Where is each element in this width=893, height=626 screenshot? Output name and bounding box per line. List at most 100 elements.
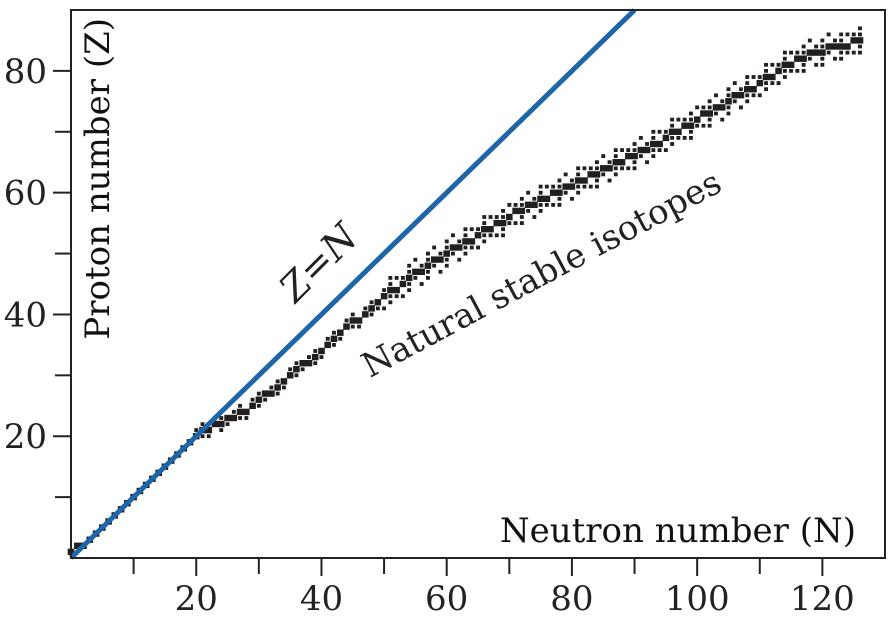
isotope-marker (745, 81, 750, 85)
isotope-marker (438, 269, 443, 274)
stable-isotope-markers (67, 26, 864, 556)
isotope-marker (444, 245, 449, 250)
isotope-marker (407, 288, 412, 292)
isotope-marker (764, 62, 768, 67)
isotope-marker (513, 221, 518, 225)
isotope-marker (657, 129, 662, 134)
isotope-marker (837, 43, 845, 50)
isotope-marker (858, 32, 862, 37)
isotope-marker (782, 69, 787, 73)
isotope-marker (651, 154, 656, 158)
isotope-marker (820, 62, 825, 67)
isotope-marker (613, 166, 618, 171)
isotope-marker (405, 274, 413, 282)
isotope-marker (820, 56, 825, 61)
x-axis-title: Neutron number (N) (500, 511, 856, 551)
x-tick-label: 20 (175, 579, 218, 619)
isotope-marker (463, 251, 468, 256)
isotope-marker (776, 62, 781, 67)
isotope-marker (549, 189, 557, 196)
isotope-marker (576, 172, 581, 177)
isotope-marker (332, 330, 336, 335)
z-equals-n-label: Z=N (270, 213, 368, 311)
isotope-marker (532, 196, 537, 201)
isotope-marker (563, 172, 568, 177)
isotope-marker (418, 268, 425, 275)
isotope-marker (732, 99, 737, 104)
isotope-marker (449, 244, 457, 251)
isotope-marker (357, 324, 361, 329)
isotope-marker (831, 43, 839, 50)
isotope-marker (833, 56, 837, 61)
isotope-marker (718, 104, 726, 111)
isotope-marker (557, 203, 562, 207)
isotope-marker (200, 434, 205, 439)
isotope-marker (676, 136, 681, 140)
isotope-marker (499, 219, 507, 227)
isotope-marker (757, 75, 762, 79)
isotope-marker (687, 122, 695, 129)
isotope-marker (656, 140, 663, 148)
isotope-marker (732, 81, 737, 85)
isotope-marker (256, 391, 261, 396)
isotope-marker (369, 312, 374, 317)
isotope-marker (751, 75, 756, 79)
isotope-marker (225, 422, 230, 426)
isotope-marker (457, 239, 462, 244)
isotope-marker (407, 263, 412, 268)
isotope-marker (620, 166, 624, 171)
isotope-marker (858, 44, 862, 49)
isotope-marker (532, 215, 537, 219)
isotope-marker (826, 32, 831, 37)
isotope-marker (613, 148, 618, 152)
isotope-marker (695, 123, 700, 128)
isotope-marker (469, 245, 474, 250)
isotope-marker (380, 293, 388, 300)
isotope-marker (256, 403, 261, 408)
isotope-marker (782, 56, 787, 61)
isotope-marker (782, 50, 787, 55)
isotope-marker (463, 227, 468, 232)
isotope-marker (612, 159, 620, 166)
isotope-marker (412, 268, 419, 275)
isotope-marker (400, 276, 405, 280)
isotope-marker (482, 239, 487, 244)
isotope-marker (519, 221, 524, 225)
isotope-marker (513, 203, 518, 207)
isotope-marker (858, 26, 862, 31)
isotope-marker (725, 98, 732, 105)
isotope-marker (595, 178, 599, 183)
isotope-marker (394, 294, 399, 299)
isotope-marker (568, 183, 576, 190)
isotope-marker (261, 390, 269, 397)
isotope-marker (819, 49, 826, 56)
isotope-marker (338, 336, 343, 341)
isotope-marker (693, 116, 701, 123)
isotope-marker (657, 148, 662, 152)
isotope-marker (488, 233, 493, 238)
isotope-marker (856, 37, 864, 44)
isotope-marker (844, 43, 851, 50)
isotope-marker (538, 209, 543, 213)
isotope-marker (288, 367, 293, 372)
isotope-marker (570, 178, 574, 183)
isotope-marker (413, 276, 418, 280)
isotope-marker (382, 288, 386, 292)
isotope-marker (463, 233, 468, 238)
y-tick-label: 60 (4, 174, 47, 214)
isotope-marker (650, 140, 657, 148)
isotope-marker (701, 123, 706, 128)
isotope-marker (851, 50, 856, 55)
isotope-marker (274, 384, 281, 391)
isotope-marker (820, 44, 825, 49)
isotope-marker (468, 238, 476, 245)
isotope-marker (807, 38, 812, 43)
isotope-marker (325, 336, 330, 341)
isotope-marker (238, 416, 242, 420)
isotope-marker (858, 50, 862, 55)
isotope-marker (501, 215, 505, 219)
isotope-marker (236, 408, 244, 416)
isotope-marker (494, 233, 499, 238)
isotope-marker (782, 75, 787, 79)
isotope-marker (462, 238, 469, 245)
